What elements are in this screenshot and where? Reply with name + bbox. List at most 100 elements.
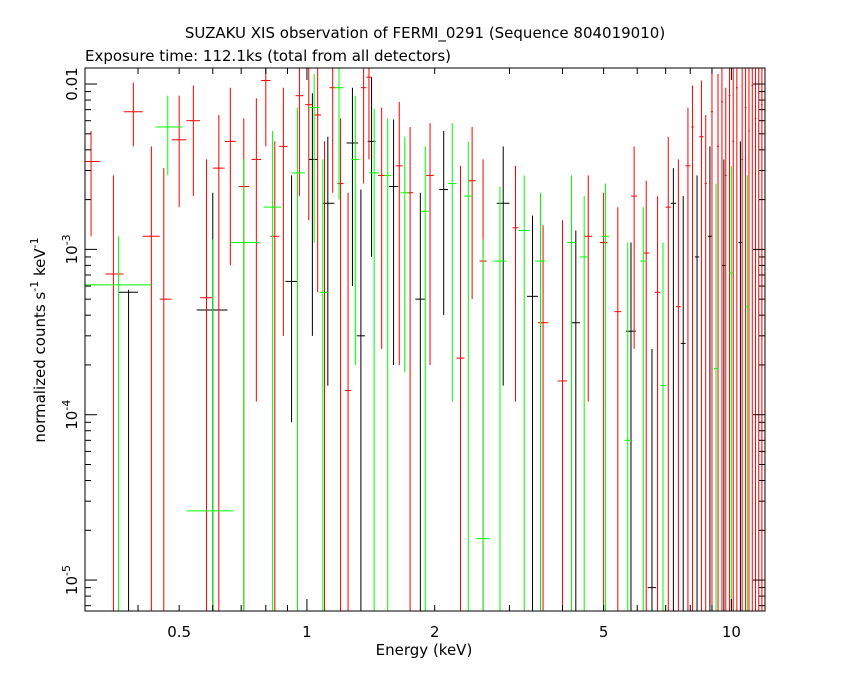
data-point <box>345 192 351 611</box>
data-point <box>704 114 707 611</box>
data-point <box>714 183 719 611</box>
data-point <box>691 85 694 611</box>
data-point <box>464 141 473 611</box>
data-point <box>285 175 298 423</box>
data-point <box>186 239 234 611</box>
data-point <box>707 146 712 611</box>
data-point <box>291 107 306 611</box>
data-point <box>717 73 720 611</box>
chart-title: SUZAKU XIS observation of FERMI_0291 (Se… <box>185 24 665 43</box>
data-point <box>601 183 610 611</box>
data-point <box>421 146 430 611</box>
data-point <box>710 68 713 611</box>
data-point <box>212 114 225 611</box>
y-tick-exp: -3 <box>60 234 73 245</box>
data-point <box>537 225 549 611</box>
data-point <box>439 130 449 316</box>
data-point <box>675 159 681 611</box>
data-point <box>85 130 100 237</box>
data-point <box>741 68 743 611</box>
y-axis-label: normalized counts s-1 keV-1 <box>28 237 49 442</box>
data-point <box>377 107 386 349</box>
data-point <box>720 68 723 611</box>
data-point <box>660 242 666 611</box>
data-point <box>346 87 359 287</box>
data-point <box>738 141 743 611</box>
data-point <box>751 68 754 611</box>
data-point <box>295 68 304 197</box>
data-point <box>415 192 426 611</box>
data-point <box>580 196 589 611</box>
data-point <box>350 95 360 365</box>
data-point <box>624 242 631 611</box>
data-point <box>535 192 546 611</box>
data-point <box>512 165 519 402</box>
y-tick-base: 10 <box>63 411 81 430</box>
x-tick-label: 10 <box>722 623 741 641</box>
plot-frame <box>84 67 766 612</box>
y-tick-base: 0.01 <box>63 67 81 100</box>
data-point <box>230 159 259 611</box>
x-tick-label: 0.5 <box>167 623 191 641</box>
y-axis-label-exp1: -1 <box>28 281 41 292</box>
data-point <box>685 107 691 611</box>
y-tick-label: 10-5 <box>60 565 81 595</box>
chart-subtitle: Exposure time: 112.1ks (total from all d… <box>85 47 451 65</box>
data-point <box>475 239 491 611</box>
data-point <box>305 68 313 221</box>
data-point <box>518 175 530 611</box>
data-point <box>105 175 124 611</box>
data-point <box>360 68 367 184</box>
data-point <box>356 189 365 611</box>
data-point <box>200 159 213 611</box>
data-point <box>493 186 507 611</box>
data-point <box>584 175 593 402</box>
data-point <box>314 68 322 293</box>
y-axis-label-mid: keV <box>31 248 49 281</box>
data-point <box>368 108 380 611</box>
data-point <box>665 136 671 611</box>
data-point <box>366 68 372 160</box>
y-tick-exp: -4 <box>60 400 73 411</box>
data-point <box>395 101 403 365</box>
data-point <box>643 180 650 611</box>
x-tick-label: 1 <box>302 623 312 641</box>
series-2 <box>85 68 749 611</box>
data-point <box>159 168 172 611</box>
data-point <box>261 68 271 147</box>
data-point <box>728 68 731 611</box>
y-tick-label: 10-4 <box>60 400 81 430</box>
data-point <box>614 207 622 611</box>
data-point <box>308 93 318 336</box>
data-point <box>251 98 262 402</box>
data-point <box>142 146 160 611</box>
y-axis-label-exp2: -1 <box>28 237 41 248</box>
data-point <box>468 126 476 300</box>
data-point <box>735 68 738 611</box>
data-point <box>654 196 661 611</box>
data-point <box>757 68 760 611</box>
data-point <box>630 146 638 349</box>
data-point <box>670 168 676 611</box>
data-point <box>426 123 434 365</box>
data-point <box>388 119 399 365</box>
data-point <box>171 95 187 208</box>
series-1 <box>85 68 763 611</box>
data-point <box>334 68 344 200</box>
x-tick-label: 2 <box>430 623 440 641</box>
data-point <box>744 68 747 611</box>
data-point <box>745 175 749 611</box>
data-point <box>754 68 757 611</box>
y-tick-base: 10 <box>63 245 81 264</box>
data-point <box>384 118 392 611</box>
data-point <box>640 207 647 611</box>
data-point <box>748 68 750 611</box>
data-point <box>118 289 139 611</box>
data-point <box>496 146 510 386</box>
y-axis-label-main: normalized counts s <box>31 292 49 443</box>
data-point <box>456 165 465 611</box>
data-point <box>186 85 201 197</box>
data-point <box>308 73 320 243</box>
